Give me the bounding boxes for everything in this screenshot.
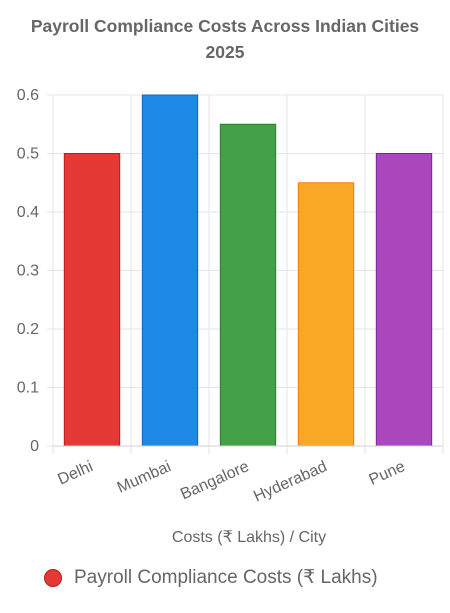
bar-mumbai [141, 94, 199, 447]
bar-hyderabad [297, 182, 355, 447]
y-tick-label: 0.1 [17, 380, 39, 397]
legend-swatch [44, 568, 62, 587]
chart-subtitle-year: 2025 [205, 42, 245, 62]
x-tick-label: Hyderabad [251, 458, 329, 505]
y-tick-label: 0.5 [17, 146, 39, 163]
legend-label: Payroll Compliance Costs (₹ Lakhs) [74, 567, 378, 588]
x-axis-label: Costs (₹ Lakhs) / City [171, 529, 327, 546]
y-tick-label: 0 [30, 438, 39, 455]
x-tick-label: Delhi [55, 458, 95, 488]
y-tick-label: 0.4 [17, 204, 39, 221]
bar-bangalore [219, 123, 277, 447]
y-tick-label: 0.2 [17, 321, 39, 338]
x-tick-label: Bangalore [178, 458, 252, 503]
chart-title: Payroll Compliance Costs Across Indian C… [30, 16, 420, 36]
legend[interactable]: Payroll Compliance Costs (₹ Lakhs) [44, 566, 378, 589]
x-tick-label: Pune [367, 458, 408, 489]
bar-pune [375, 153, 433, 447]
y-tick-label: 0.6 [17, 87, 39, 104]
bar-delhi [63, 153, 121, 447]
x-tick-label: Mumbai [115, 458, 174, 497]
y-tick-label: 0.3 [17, 263, 39, 280]
